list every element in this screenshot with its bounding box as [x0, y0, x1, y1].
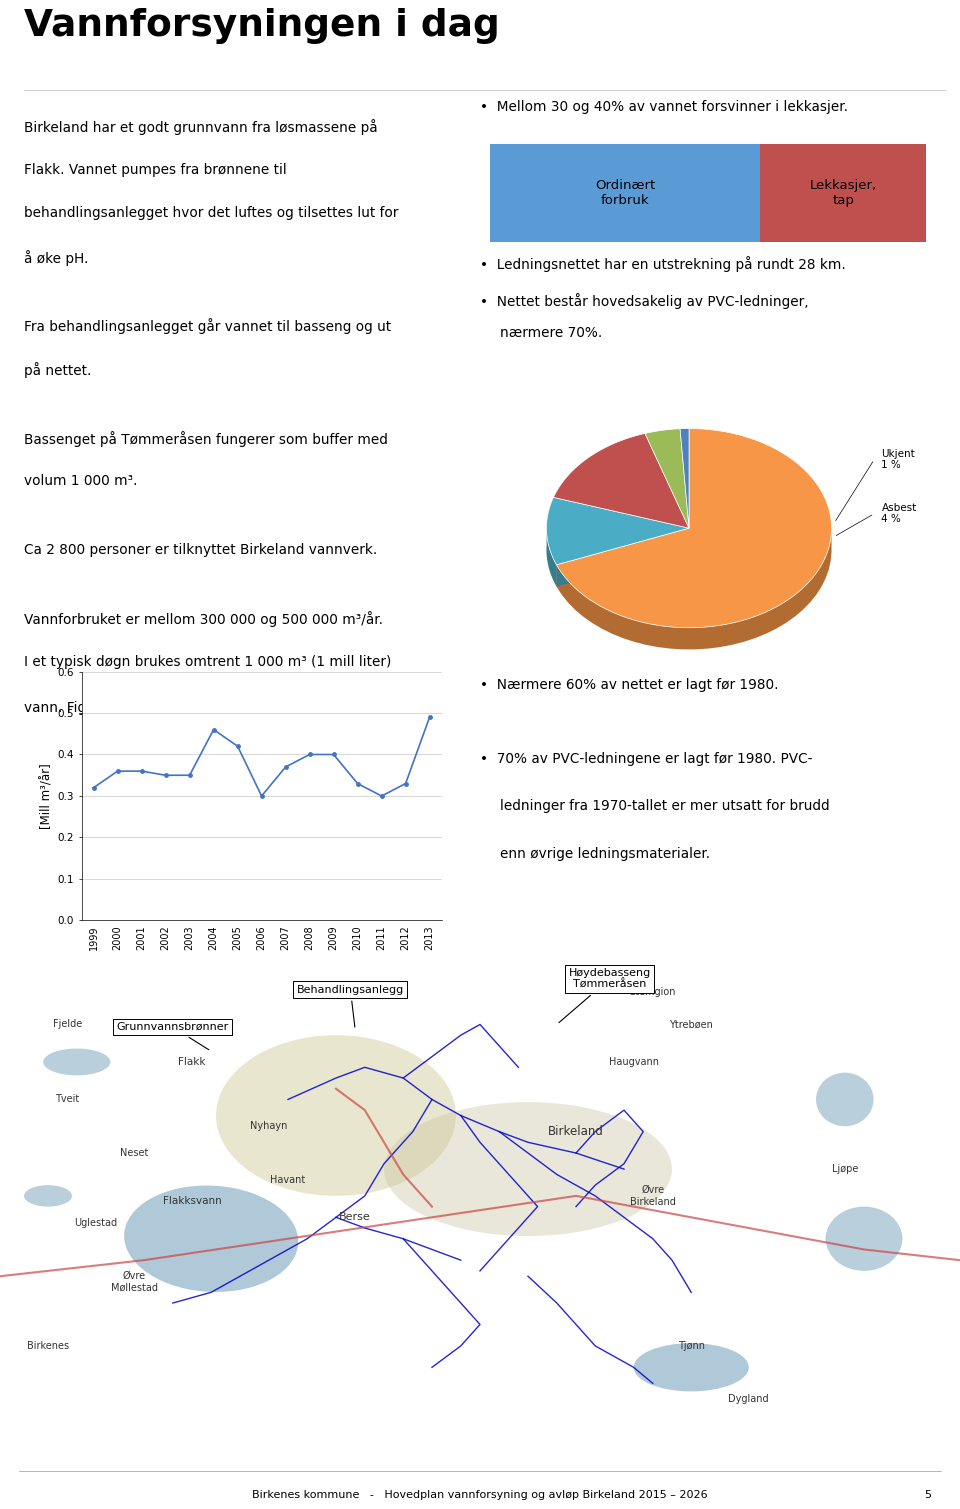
Polygon shape [546, 524, 557, 587]
Text: Ljøpe: Ljøpe [831, 1163, 858, 1174]
Text: Tveit: Tveit [55, 1094, 80, 1105]
Ellipse shape [634, 1343, 749, 1391]
Polygon shape [546, 498, 689, 564]
Text: på nettet.: på nettet. [24, 362, 91, 377]
Text: PE
11%: PE 11% [581, 572, 604, 593]
Text: •  Nærmere 60% av nettet er lagt før 1980.: • Nærmere 60% av nettet er lagt før 1980… [480, 678, 779, 693]
Text: Uglestad: Uglestad [75, 1218, 117, 1228]
Polygon shape [557, 528, 689, 587]
Text: Berse: Berse [339, 1212, 372, 1222]
Text: Ytrebøen: Ytrebøen [669, 1020, 713, 1029]
Text: Behandlingsanlegg: Behandlingsanlegg [297, 985, 404, 1028]
Bar [760, 145, 926, 241]
Text: Haugvann: Haugvann [609, 1056, 659, 1067]
Polygon shape [680, 429, 689, 528]
Text: Flakksvann: Flakksvann [162, 1197, 222, 1206]
Text: Grunnvannsbrønner: Grunnvannsbrønner [117, 1022, 228, 1050]
Bar [490, 145, 760, 241]
Text: Tjønn: Tjønn [678, 1342, 705, 1351]
Text: Nyhayn: Nyhayn [251, 1121, 287, 1132]
Text: Ca 2 800 personer er tilknyttet Birkeland vannverk.: Ca 2 800 personer er tilknyttet Birkelan… [24, 543, 377, 557]
Text: Øvre
Birkeland: Øvre Birkeland [630, 1185, 676, 1207]
Text: •  Nettet består hovedsakelig av PVC-ledninger,: • Nettet består hovedsakelig av PVC-ledn… [480, 293, 808, 309]
Text: Stemgion: Stemgion [630, 987, 676, 997]
Polygon shape [557, 530, 831, 649]
Text: Birkenes kommune   -   Hovedplan vannforsyning og avløp Birkeland 2015 – 2026: Birkenes kommune - Hovedplan vannforsyni… [252, 1491, 708, 1500]
Text: I et typisk døgn brukes omtrent 1 000 m³ (1 mill liter): I et typisk døgn brukes omtrent 1 000 m³… [24, 655, 392, 668]
Text: volum 1 000 m³.: volum 1 000 m³. [24, 474, 137, 487]
Y-axis label: [Mill m³/år]: [Mill m³/år] [40, 764, 54, 828]
Text: PVC
69%: PVC 69% [628, 441, 651, 463]
Text: Havant: Havant [271, 1176, 305, 1185]
Text: nærmere 70%.: nærmere 70%. [500, 326, 603, 341]
Polygon shape [645, 429, 689, 528]
Polygon shape [554, 433, 689, 528]
Text: Dygland: Dygland [729, 1394, 769, 1405]
Text: Høydebasseng
Tømmeråsen: Høydebasseng Tømmeråsen [559, 967, 651, 1023]
Ellipse shape [384, 1102, 672, 1236]
Text: Fjelde: Fjelde [53, 1020, 82, 1029]
Text: Birkeland: Birkeland [548, 1126, 604, 1138]
Text: Duktilt
støpejern
15%: Duktilt støpejern 15% [700, 551, 749, 584]
Text: Fra behandlingsanlegget går vannet til basseng og ut: Fra behandlingsanlegget går vannet til b… [24, 318, 391, 335]
Ellipse shape [826, 1207, 902, 1271]
Ellipse shape [24, 1185, 72, 1207]
Ellipse shape [216, 1035, 456, 1195]
Ellipse shape [816, 1073, 874, 1126]
Text: Vannforbruket er mellom 300 000 og 500 000 m³/år.: Vannforbruket er mellom 300 000 og 500 0… [24, 611, 383, 628]
Text: Asbest
4 %: Asbest 4 % [881, 502, 917, 525]
Text: Ordinært
forbruk: Ordinært forbruk [595, 180, 655, 207]
Text: Neset: Neset [120, 1148, 149, 1157]
Text: Birkenes: Birkenes [27, 1342, 69, 1351]
Text: •  Mellom 30 og 40% av vannet forsvinner i lekkasjer.: • Mellom 30 og 40% av vannet forsvinner … [480, 100, 848, 115]
Text: behandlingsanlegget hvor det luftes og tilsettes lut for: behandlingsanlegget hvor det luftes og t… [24, 207, 398, 220]
Text: Flakk. Vannet pumpes fra brønnene til: Flakk. Vannet pumpes fra brønnene til [24, 163, 287, 177]
Polygon shape [557, 429, 831, 628]
Text: Lekkasjer,
tap: Lekkasjer, tap [810, 180, 877, 207]
Polygon shape [557, 528, 689, 587]
Text: Birkeland har et godt grunnvann fra løsmassene på: Birkeland har et godt grunnvann fra løsm… [24, 119, 377, 134]
Text: vann. Figuren under viser årsforbruk fra 1999 til 2013.: vann. Figuren under viser årsforbruk fra… [24, 699, 397, 715]
Text: ledninger fra 1970-tallet er mer utsatt for brudd: ledninger fra 1970-tallet er mer utsatt … [500, 800, 830, 813]
Text: Bassenget på Tømmeråsen fungerer som buffer med: Bassenget på Tømmeråsen fungerer som buf… [24, 430, 388, 447]
Text: å øke pH.: å øke pH. [24, 249, 88, 266]
Ellipse shape [43, 1049, 110, 1076]
Text: Ukjent
1 %: Ukjent 1 % [881, 448, 915, 471]
Text: Øvre
Møllestad: Øvre Møllestad [111, 1271, 157, 1292]
Text: 5: 5 [924, 1491, 931, 1500]
Text: •  70% av PVC-ledningene er lagt før 1980. PVC-: • 70% av PVC-ledningene er lagt før 1980… [480, 751, 812, 765]
Text: •  Ledningsnettet har en utstrekning på rundt 28 km.: • Ledningsnettet har en utstrekning på r… [480, 257, 846, 272]
Text: enn øvrige ledningsmaterialer.: enn øvrige ledningsmaterialer. [500, 847, 710, 862]
Ellipse shape [124, 1186, 299, 1292]
Text: Flakk: Flakk [179, 1056, 205, 1067]
Text: Vannforsyningen i dag: Vannforsyningen i dag [24, 8, 500, 44]
